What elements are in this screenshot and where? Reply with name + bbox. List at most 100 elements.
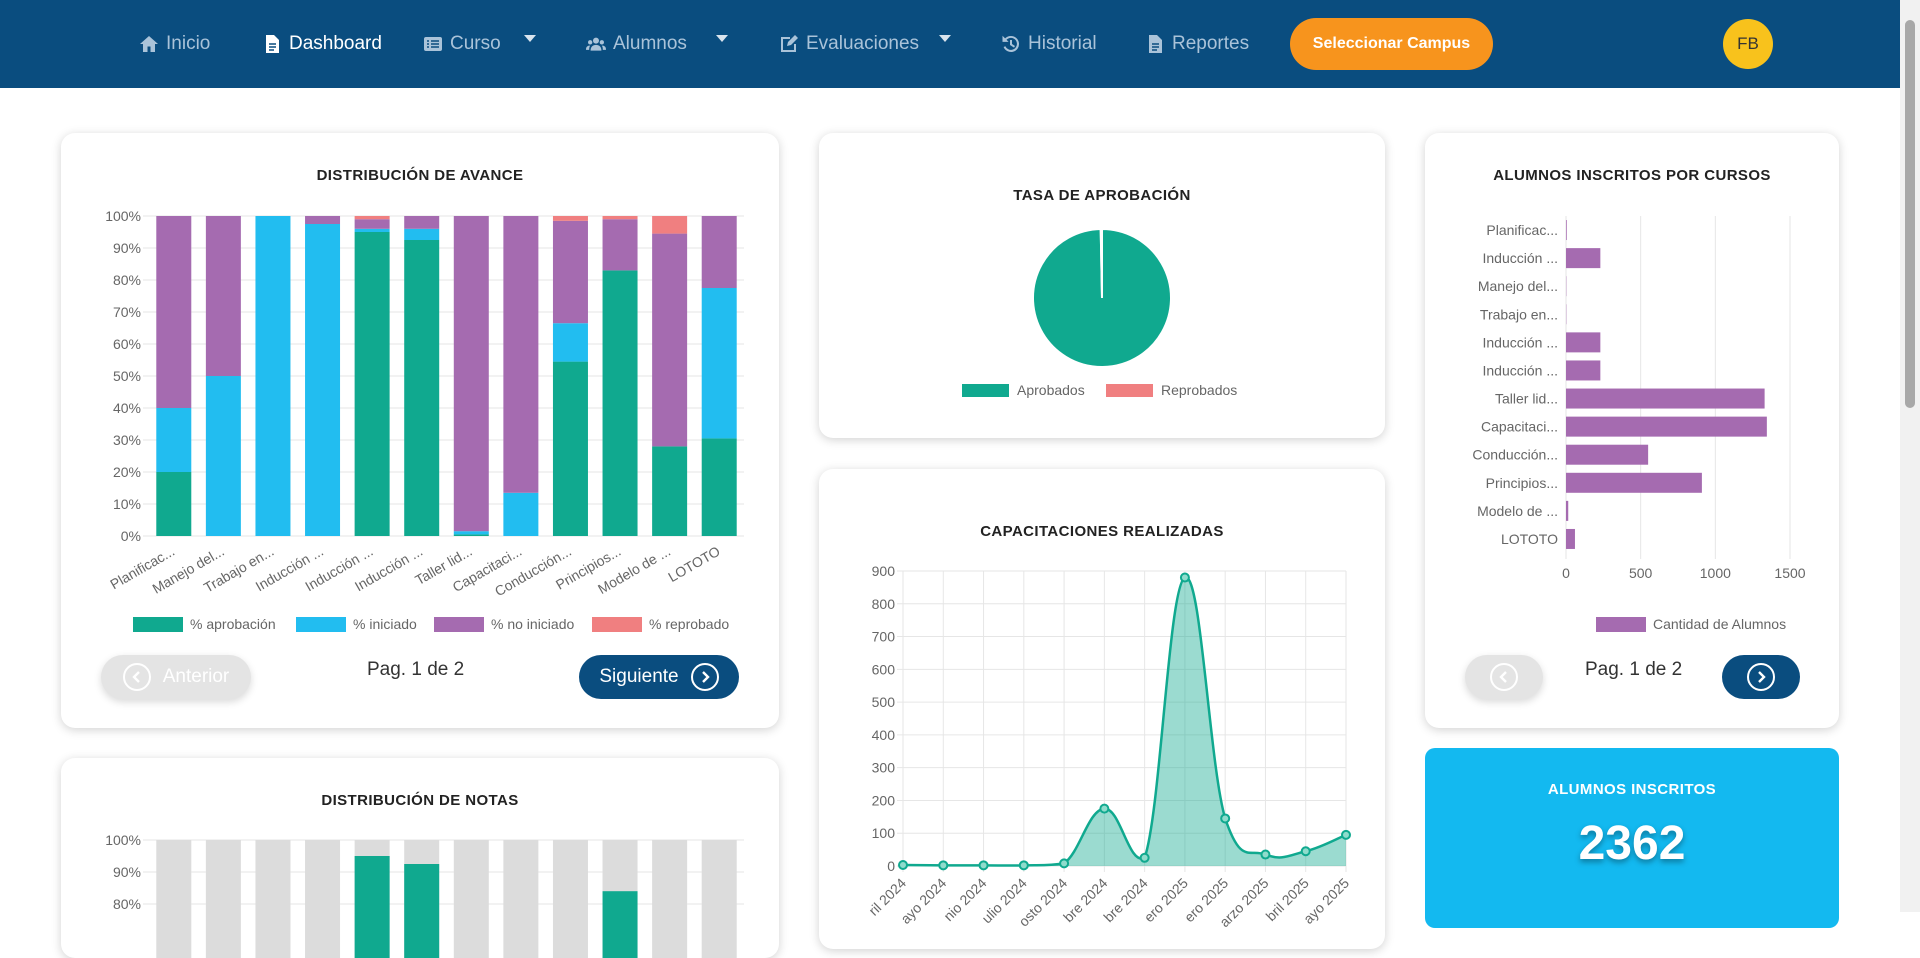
y-tick-label: Inducción ... [1483,362,1559,378]
y-tick-label: Inducción ... [1483,334,1559,350]
legend-swatch [296,617,346,632]
grade-bar-highlight [603,891,638,958]
file-icon [262,34,282,54]
next-page-label: Siguiente [599,666,678,688]
y-tick-label: 80% [113,272,141,288]
hbar [1566,220,1567,240]
nav-curso[interactable]: Curso [423,31,501,57]
y-tick-label: Conducción... [1472,447,1558,463]
y-tick-label: 30% [113,432,141,448]
hbar [1566,473,1702,493]
y-tick-label: 500 [872,694,896,710]
data-point [899,861,907,869]
stat-title: ALUMNOS INSCRITOS [1425,781,1839,798]
curso-dropdown-caret[interactable] [524,35,536,42]
y-tick-label: 40% [113,400,141,416]
enrolled-previous-button[interactable] [1465,655,1543,699]
bar-segment [355,232,390,536]
previous-page-button[interactable]: Anterior [101,655,251,699]
nav-inicio[interactable]: Inicio [139,31,210,57]
bar-segment [503,493,538,536]
nav-dashboard[interactable]: Dashboard [262,31,382,57]
nav-curso-label: Curso [450,33,501,55]
y-tick-label: Trabajo en... [1480,306,1558,322]
nav-historial[interactable]: Historial [1001,31,1097,57]
x-tick-label: 1500 [1774,565,1805,581]
nav-reportes[interactable]: Reportes [1145,31,1249,57]
grade-bar-highlight [355,856,390,958]
data-point [1302,847,1310,855]
legend-swatch [133,617,183,632]
y-tick-label: 100% [105,208,141,224]
data-point [1100,805,1108,813]
y-tick-label: 90% [113,864,141,880]
legend-swatch [962,384,1009,397]
y-tick-label: 0 [887,858,895,874]
bar-segment [305,224,340,536]
bar-segment [156,472,191,536]
bar-segment [603,270,638,536]
bar-segment [702,216,737,288]
next-page-button[interactable]: Siguiente [579,655,739,699]
alumnos-dropdown-caret[interactable] [716,35,728,42]
hbar [1566,332,1600,352]
y-tick-label: Capacitaci... [1481,419,1558,435]
y-tick-label: 0% [121,528,141,544]
x-tick-label: 0 [1562,565,1570,581]
bar-segment [702,438,737,536]
bar-segment [156,216,191,408]
grade-bar [652,840,687,958]
legend-swatch [1106,384,1153,397]
scrollbar-thumb[interactable] [1905,20,1915,408]
chevron-left-icon [1490,663,1518,691]
bar-segment [603,216,638,219]
hbar [1566,389,1765,409]
y-tick-label: 80% [113,896,141,912]
y-tick-label: 90% [113,240,141,256]
bar-segment [553,362,588,536]
top-navbar: Inicio Dashboard Curso Alumnos Evaluacio… [0,0,1900,88]
edit-icon [779,34,799,54]
nav-alumnos-label: Alumnos [613,33,687,55]
select-campus-button[interactable]: Seleccionar Campus [1290,18,1493,70]
grade-bar [206,840,241,958]
bar-segment [206,376,241,536]
stat-value: 2362 [1425,816,1839,871]
legend-swatch [592,617,642,632]
progress-distribution-card: DISTRIBUCIÓN DE AVANCE 0%10%20%30%40%50%… [61,133,779,728]
legend-label: % iniciado [353,616,417,632]
bar-segment [305,216,340,224]
y-tick-label: 400 [872,727,896,743]
y-tick-label: 100 [872,825,896,841]
legend-label: % no iniciado [491,616,574,632]
y-tick-label: Modelo de ... [1477,503,1558,519]
y-tick-label: 800 [872,596,896,612]
enrolled-next-button[interactable] [1722,655,1800,699]
bar-segment [255,216,290,536]
grade-bar [156,840,191,958]
bar-segment [206,216,241,376]
bar-segment [553,221,588,323]
bar-segment [652,216,687,234]
bar-segment [454,534,489,536]
grade-bar [255,840,290,958]
chevron-right-icon [1747,663,1775,691]
enrolled-page-indicator: Pag. 1 de 2 [1585,659,1682,681]
avatar[interactable]: FB [1723,19,1773,69]
bar-segment [355,219,390,229]
bar-segment [652,446,687,536]
evaluaciones-dropdown-caret[interactable] [939,35,951,42]
nav-evaluaciones[interactable]: Evaluaciones [779,31,919,57]
data-point [1221,814,1229,822]
hbar [1566,501,1568,521]
bar-segment [553,323,588,361]
hbar [1566,417,1767,437]
series-line [903,577,1346,865]
progress-stacked-bar-chart: 0%10%20%30%40%50%60%70%80%90%100%Planifi… [61,133,779,728]
nav-alumnos[interactable]: Alumnos [586,31,687,57]
